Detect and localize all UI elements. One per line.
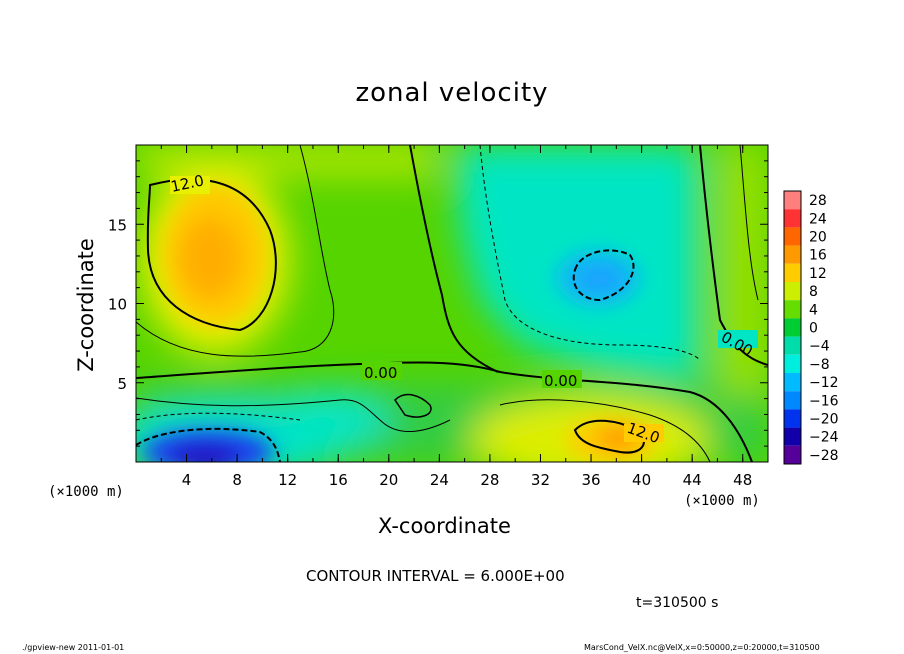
x-tick-label: 24: [430, 471, 449, 489]
colorbar-label: −4: [809, 339, 830, 355]
x-axis: 4 8 12 16 20 24 28 32 36 40 44 48: [160, 145, 752, 489]
x-tick-label: 16: [329, 471, 348, 489]
contour-label: 0.00: [364, 364, 397, 382]
contour-interval-text: CONTOUR INTERVAL = 6.000E+00: [306, 567, 565, 585]
colorbar-label: 24: [809, 211, 827, 227]
y-tick-label: 15: [108, 216, 127, 234]
colorbar-swatch: [784, 263, 801, 282]
y-axis-label: Z-coordinate: [74, 238, 98, 372]
x-tick-label: 12: [278, 471, 297, 489]
y-tick-label: 5: [117, 375, 127, 393]
x-tick-label: 44: [683, 471, 702, 489]
heatmap-field: 12.0 0.00 0.00 0.00 0.00 12.0: [136, 145, 768, 462]
colorbar-swatch: [784, 445, 801, 464]
colorbar-label: 8: [809, 284, 818, 300]
colorbar-label: 4: [809, 302, 818, 318]
contour-lines: [136, 145, 768, 462]
colorbar-label: −28: [809, 448, 839, 464]
colorbar-label: −8: [809, 357, 830, 373]
contour-label: 0.00: [544, 372, 577, 390]
footer-right: MarsCond_VelX.nc@VelX,x=0:50000,z=0:2000…: [584, 643, 820, 652]
colorbar-label: 20: [809, 230, 827, 246]
colorbar-swatch: [784, 391, 801, 410]
colorbar-frame: [783, 190, 802, 465]
chart-title: zonal velocity: [355, 78, 549, 108]
colorbar-label: 0: [809, 321, 818, 337]
x-tick-label: 28: [480, 471, 499, 489]
x-tick-label: 36: [581, 471, 600, 489]
colorbar-label: 28: [809, 193, 827, 209]
colorbar: 28 24 20 16 12 8 4 0 −4 −8 −12 −16 −20 −24 −28: [783, 190, 839, 465]
colorbar-swatch: [784, 409, 801, 428]
x-tick-label: 4: [182, 471, 192, 489]
colorbar-swatch: [784, 336, 801, 355]
colorbar-swatch: [784, 300, 801, 319]
x-tick-label: 40: [632, 471, 651, 489]
colorbar-label: −16: [809, 393, 839, 409]
colorbar-label: −20: [809, 412, 839, 428]
colorbar-swatch: [784, 373, 801, 392]
y-tick-label: 10: [108, 296, 127, 314]
colorbar-swatch: [784, 427, 801, 446]
x-tick-label: 8: [232, 471, 242, 489]
colorbar-swatch: [784, 354, 801, 373]
colorbar-swatch: [784, 318, 801, 337]
x-tick-label: 48: [733, 471, 752, 489]
x-axis-label: X-coordinate: [378, 514, 511, 538]
footer-left: ./gpview-new 2011-01-01: [22, 643, 125, 652]
x-unit-label-right: (×1000 m): [684, 493, 760, 509]
x-tick-label: 32: [531, 471, 550, 489]
colorbar-swatch: [784, 191, 801, 210]
y-axis: 5 10 15: [108, 160, 768, 447]
x-unit-label-left: (×1000 m): [48, 484, 124, 500]
colorbar-swatch: [784, 209, 801, 228]
x-tick-label: 20: [379, 471, 398, 489]
colorbar-swatch: [784, 227, 801, 246]
colorbar-label: −12: [809, 375, 839, 391]
colorbar-label: 16: [809, 248, 827, 264]
colorbar-label: −24: [809, 430, 839, 446]
colorbar-swatch: [784, 282, 801, 301]
colorbar-label: 12: [809, 266, 827, 282]
time-stamp: t=310500 s: [636, 595, 719, 611]
colorbar-swatch: [784, 245, 801, 264]
